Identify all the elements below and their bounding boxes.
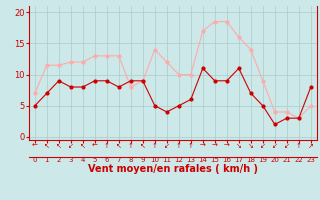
X-axis label: Vent moyen/en rafales ( km/h ): Vent moyen/en rafales ( km/h ) (88, 164, 258, 174)
